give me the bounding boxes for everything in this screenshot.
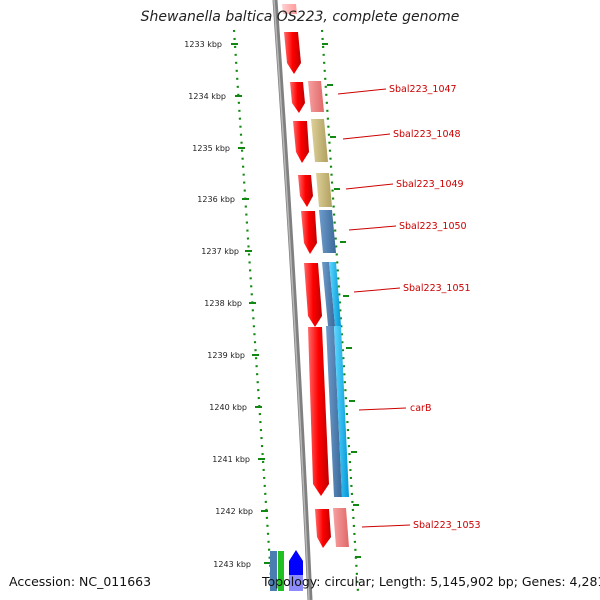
genome-title: Shewanella baltica OS223, complete genom… xyxy=(140,9,460,25)
kbp-scale: 1233 kbp 1234 kbp 1235 kbp 1236 kbp 1237… xyxy=(184,40,271,569)
label-leader xyxy=(353,287,401,293)
label-leader xyxy=(337,88,387,95)
label-leader xyxy=(348,225,397,231)
tick-label: 1236 kbp xyxy=(197,195,235,204)
gene-label-sbal223-1049: Sbal223_1049 xyxy=(396,179,464,190)
hit-block-steel xyxy=(326,326,342,497)
cds-arrow-faded xyxy=(282,4,297,14)
gene-label-sbal223-1050: Sbal223_1050 xyxy=(399,221,467,232)
tick-label: 1241 kbp xyxy=(212,455,250,464)
genome-backbone-highlight xyxy=(273,0,310,600)
cds-arrow xyxy=(293,121,309,163)
tick-label: 1239 kbp xyxy=(207,351,245,360)
gene-label-sbal223-1053: Sbal223_1053 xyxy=(413,520,481,531)
gene-label-sbal223-1048: Sbal223_1048 xyxy=(393,129,461,140)
label-leader xyxy=(342,133,391,140)
cds-arrow xyxy=(290,82,305,113)
gene-label-sbal223-1051: Sbal223_1051 xyxy=(403,283,471,294)
hit-block-khaki xyxy=(316,173,332,207)
cds-arrow xyxy=(304,263,322,327)
label-leader xyxy=(345,183,394,190)
cds-arrow xyxy=(315,509,331,548)
hit-block-steel xyxy=(319,210,336,253)
label-leader xyxy=(361,524,411,528)
feature-steel xyxy=(270,551,277,591)
tick-label: 1234 kbp xyxy=(188,92,226,101)
hit-block-cyan xyxy=(334,326,349,497)
outer-ticks xyxy=(322,43,361,558)
genome-backbone xyxy=(272,0,313,600)
gene-label-sbal223-1047: Sbal223_1047 xyxy=(389,84,457,95)
hit-block-pink xyxy=(333,508,349,547)
blast-hits xyxy=(308,81,349,547)
tick-label: 1242 kbp xyxy=(215,507,253,516)
accession-text: Accession: NC_011663 xyxy=(9,574,152,589)
label-leader xyxy=(358,407,407,411)
tick-label: 1233 kbp xyxy=(184,40,222,49)
cds-features xyxy=(282,4,331,548)
hit-block-steel xyxy=(322,262,335,326)
feature-lavender xyxy=(289,575,303,591)
cds-arrow xyxy=(298,175,313,207)
topology-text: Topology: circular; Length: 5,145,902 bp… xyxy=(262,574,600,589)
hit-block-cyan xyxy=(329,262,341,326)
cds-arrow xyxy=(301,211,317,254)
cds-arrow-carB xyxy=(308,327,329,496)
tick-label: 1238 kbp xyxy=(204,299,242,308)
tick-label: 1243 kbp xyxy=(213,560,251,569)
feature-green xyxy=(278,551,284,591)
gene-labels: Sbal223_1047 Sbal223_1048 Sbal223_1049 S… xyxy=(337,84,481,531)
gene-label-carb: carB xyxy=(410,403,431,414)
tick-label: 1235 kbp xyxy=(192,144,230,153)
hit-block-khaki xyxy=(311,119,328,162)
tick-label: 1237 kbp xyxy=(201,247,239,256)
tick-label: 1240 kbp xyxy=(209,403,247,412)
cds-arrow xyxy=(284,32,301,74)
reverse-features xyxy=(270,550,303,591)
hit-block-pink xyxy=(308,81,324,112)
